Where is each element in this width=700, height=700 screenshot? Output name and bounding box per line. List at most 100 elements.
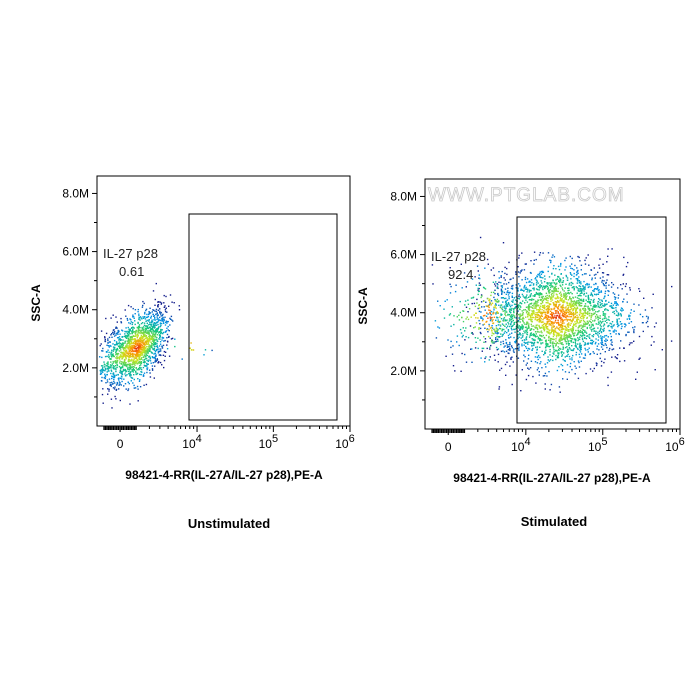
event-dot (573, 348, 575, 350)
event-dot (569, 297, 571, 299)
event-dot (560, 298, 562, 300)
event-dot (551, 326, 553, 328)
event-dot (600, 322, 603, 324)
event-dot (551, 256, 553, 258)
event-dot (128, 346, 130, 349)
event-dot (576, 297, 579, 299)
event-dot (112, 376, 115, 379)
event-dot (484, 309, 486, 311)
event-dot (129, 345, 132, 348)
event-dot (504, 363, 507, 366)
event-dot (119, 399, 121, 402)
event-dot (565, 296, 567, 299)
event-dot (569, 313, 571, 315)
event-dot (587, 311, 589, 313)
event-dot (467, 299, 469, 301)
event-dot (489, 346, 491, 348)
event-dot (159, 301, 162, 303)
event-dot (581, 338, 584, 341)
event-dot (547, 316, 550, 318)
event-dot (610, 335, 612, 338)
event-dot (490, 314, 492, 316)
event-dot (132, 341, 135, 344)
event-dot (561, 324, 564, 326)
event-dot (115, 389, 117, 391)
event-dot (509, 365, 511, 367)
event-dot (150, 325, 152, 327)
event-dot (544, 297, 546, 300)
event-dot (553, 287, 556, 290)
event-dot (572, 333, 574, 335)
event-dot (486, 328, 488, 331)
event-dot (540, 298, 543, 301)
event-dot (553, 288, 555, 290)
event-dot (517, 305, 519, 308)
event-dot (124, 336, 127, 338)
event-dot (584, 263, 587, 265)
event-dot (117, 331, 119, 333)
event-dot (510, 345, 513, 347)
event-dot (580, 317, 582, 320)
event-dot (106, 344, 108, 346)
event-dot (599, 304, 602, 306)
event-dot (169, 317, 171, 320)
event-dot (154, 319, 156, 321)
event-dot (651, 335, 653, 338)
event-dot (141, 348, 144, 351)
event-dot (560, 263, 562, 265)
event-dot (113, 375, 116, 377)
event-dot (534, 327, 537, 329)
event-dot (623, 323, 626, 325)
event-dot (500, 281, 502, 284)
event-dot (559, 336, 562, 339)
event-dot (535, 258, 537, 261)
event-dot (601, 340, 603, 342)
event-dot (528, 318, 530, 321)
event-dot (553, 349, 555, 351)
event-dot (542, 288, 544, 291)
event-dot (490, 318, 492, 321)
event-dot (562, 348, 564, 350)
event-dot (565, 337, 567, 339)
event-dot (555, 285, 557, 288)
event-dot (575, 301, 577, 303)
event-dot (458, 344, 460, 347)
event-dot (562, 301, 565, 304)
event-dot (515, 348, 517, 350)
event-dot (555, 343, 557, 345)
event-dot (581, 313, 583, 315)
event-dot (121, 353, 124, 355)
event-dot (551, 316, 553, 319)
event-dot (573, 338, 575, 340)
event-dot (564, 259, 566, 262)
event-dot (550, 324, 552, 326)
event-dot (575, 302, 578, 305)
event-dot (166, 322, 168, 324)
event-dot (132, 382, 134, 384)
event-dot (101, 367, 104, 370)
event-dot (488, 335, 490, 338)
event-dot (505, 307, 507, 309)
event-dot (595, 283, 597, 285)
event-dot (117, 378, 120, 380)
event-dot (570, 308, 573, 310)
event-dot (478, 310, 481, 313)
event-dot (477, 337, 479, 339)
event-dot (525, 337, 527, 339)
event-dot (547, 345, 549, 348)
event-dot (128, 361, 130, 363)
event-dot (129, 340, 131, 342)
event-dot (143, 384, 145, 386)
event-dot (138, 329, 140, 331)
event-dot (529, 316, 532, 319)
event-dot (523, 296, 525, 298)
event-dot (537, 294, 540, 296)
event-dot (538, 296, 541, 298)
event-dot (531, 321, 533, 323)
event-dot (118, 388, 120, 390)
event-dot (145, 309, 147, 312)
event-dot (532, 287, 534, 290)
event-dot (492, 281, 495, 283)
event-dot (578, 285, 580, 287)
event-dot (490, 304, 492, 306)
